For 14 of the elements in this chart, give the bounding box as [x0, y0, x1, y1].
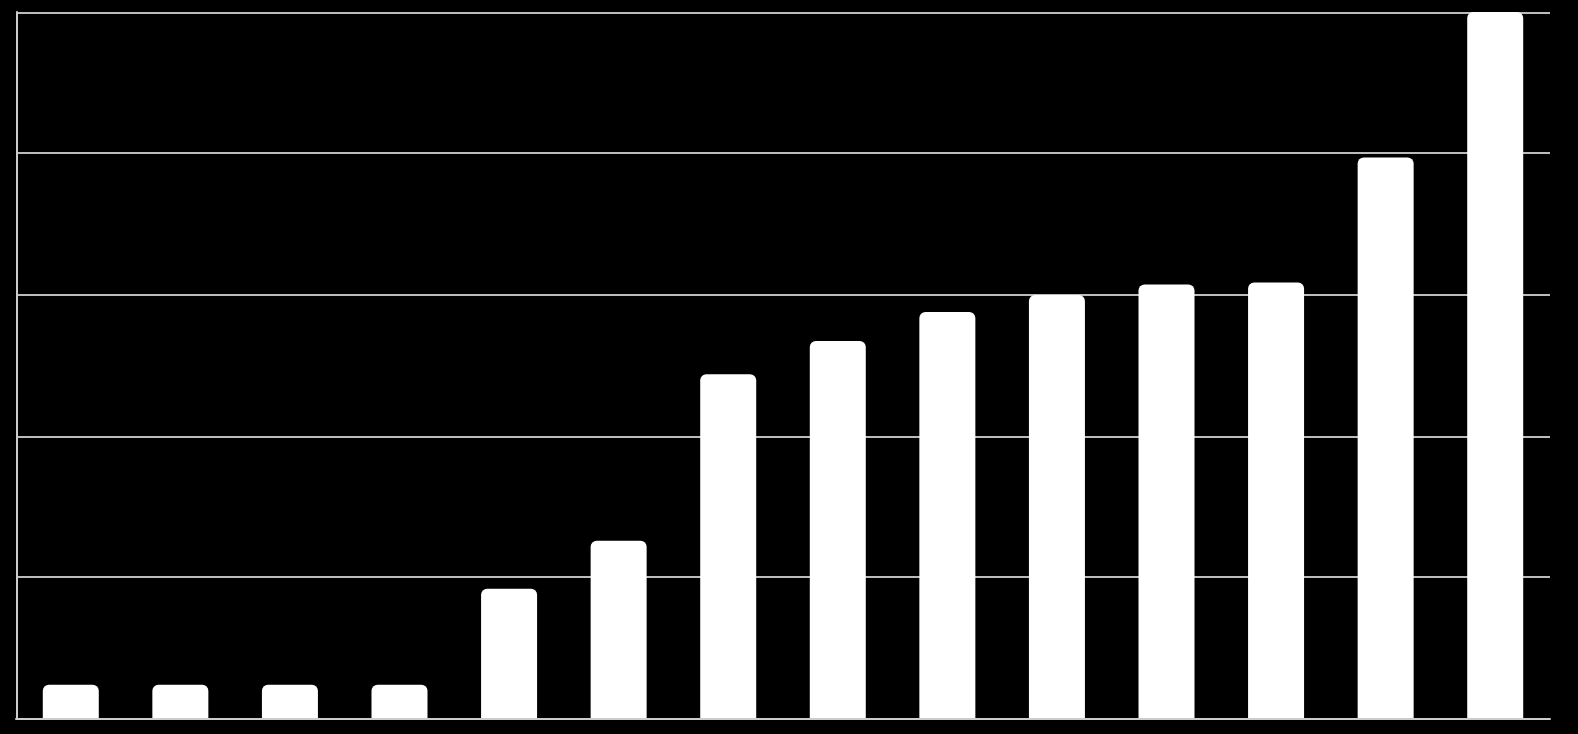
bar [809, 341, 866, 718]
bar [1467, 12, 1524, 718]
bar [919, 312, 976, 718]
bar [1028, 295, 1085, 718]
bar [700, 374, 757, 718]
bar [152, 684, 209, 718]
bar [1138, 284, 1195, 718]
bar [590, 540, 647, 718]
bar [481, 588, 538, 718]
bar [1357, 157, 1414, 718]
bar [42, 684, 99, 718]
bar [371, 684, 428, 718]
bar [261, 684, 318, 718]
bar [1248, 282, 1305, 718]
